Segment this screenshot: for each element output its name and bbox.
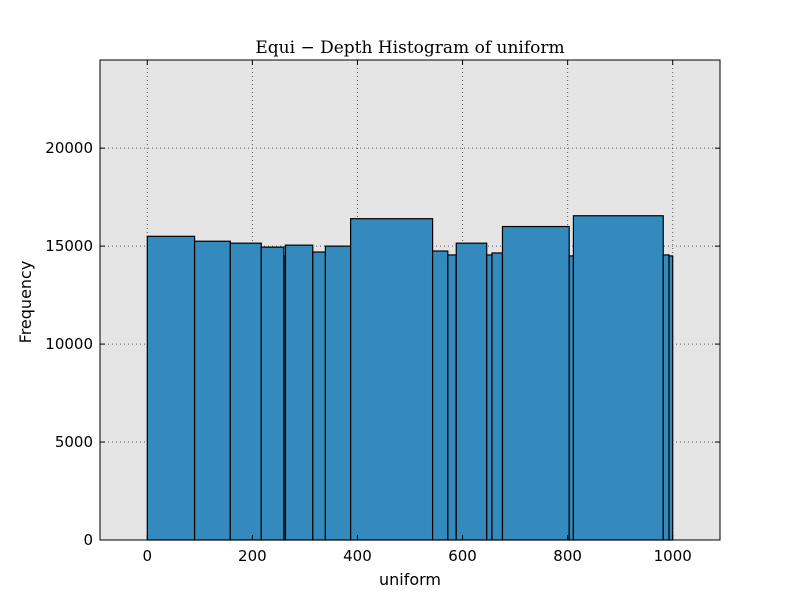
chart-title: Equi − Depth Histogram of uniform bbox=[255, 38, 564, 58]
histogram-bar bbox=[260, 246, 285, 541]
x-tick-label: 1000 bbox=[654, 547, 692, 565]
histogram-bar bbox=[312, 251, 327, 541]
histogram-bar bbox=[668, 255, 674, 541]
histogram-bar bbox=[662, 254, 670, 541]
y-tick-label: 0 bbox=[83, 531, 93, 549]
x-tick-label: 200 bbox=[238, 547, 267, 565]
histogram-bar bbox=[486, 254, 493, 541]
histogram-bar bbox=[146, 235, 196, 541]
y-axis-label: Frequency bbox=[16, 261, 35, 344]
histogram-bar bbox=[229, 242, 262, 541]
histogram-bar bbox=[284, 244, 314, 541]
y-tick-label: 20000 bbox=[45, 139, 93, 157]
histogram-bar bbox=[568, 255, 575, 541]
y-tick-label: 10000 bbox=[45, 335, 93, 353]
histogram-bar bbox=[324, 245, 352, 541]
histogram-bar bbox=[491, 252, 504, 541]
x-tick-label: 400 bbox=[343, 547, 372, 565]
x-tick-label: 600 bbox=[448, 547, 477, 565]
histogram-bar bbox=[447, 254, 457, 541]
x-tick-label: 800 bbox=[553, 547, 582, 565]
histogram-bar bbox=[350, 218, 434, 541]
y-tick-label: 15000 bbox=[45, 237, 93, 255]
x-tick-label: 0 bbox=[143, 547, 153, 565]
histogram-bar bbox=[501, 225, 570, 541]
histogram-bar bbox=[431, 250, 449, 541]
x-axis-label: uniform bbox=[379, 570, 441, 589]
histogram-bar bbox=[455, 242, 488, 541]
plot-frame bbox=[99, 59, 721, 541]
bars bbox=[146, 215, 674, 541]
histogram-bar bbox=[572, 215, 664, 541]
y-tick-label: 5000 bbox=[55, 433, 93, 451]
histogram-bar bbox=[193, 240, 231, 541]
